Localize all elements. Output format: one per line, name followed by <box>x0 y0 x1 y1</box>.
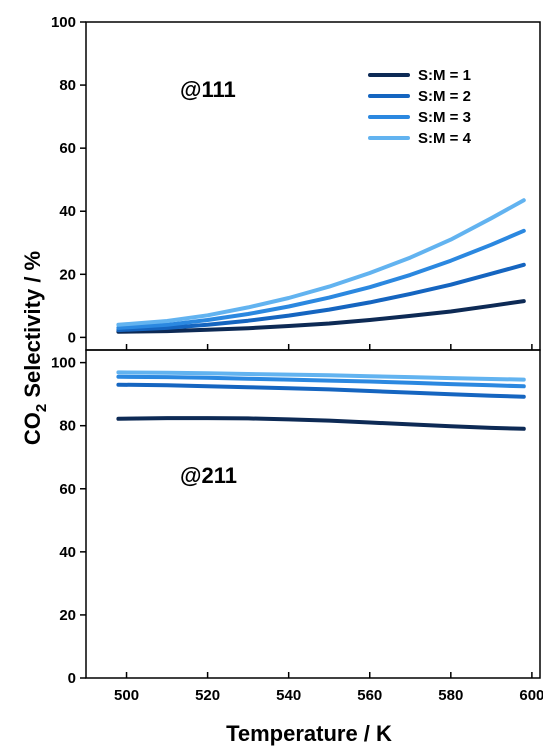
y-tick-label: 100 <box>51 355 76 372</box>
series-line-3 <box>116 228 526 330</box>
x-tick-label: 600 <box>519 687 543 704</box>
y-tick-label: 60 <box>59 140 76 157</box>
series-line-1 <box>116 416 526 431</box>
panel-2: 0 20 40 60 80 100 @211 <box>51 349 541 687</box>
series-line-2 <box>116 382 526 399</box>
legend: S:M = 1 S:M = 2 S:M = 3 S:M = 4 <box>368 67 472 147</box>
x-tick-label: 520 <box>195 687 220 704</box>
series-line-3 <box>116 374 526 389</box>
y-axis-title: CO2 Selectivity / % <box>20 251 50 445</box>
panel-frame <box>85 349 541 679</box>
y-tick-label: 60 <box>59 481 76 498</box>
y-tick-label: 80 <box>59 77 76 94</box>
y-tick-label: 80 <box>59 418 76 435</box>
x-tick-label: 500 <box>114 687 139 704</box>
legend-label: S:M = 1 <box>418 67 471 84</box>
panel-annotation: @111 <box>180 77 236 102</box>
panel-annotation: @211 <box>180 463 237 488</box>
y-tick-label: 20 <box>59 266 76 283</box>
y-tick-label: 20 <box>59 607 76 624</box>
x-tick-label: 540 <box>276 687 301 704</box>
y-axis-title-rest: Selectivity / % <box>20 251 45 404</box>
x-tick-label: 560 <box>357 687 382 704</box>
legend-label: S:M = 4 <box>418 130 472 147</box>
series-line-4 <box>116 370 526 382</box>
y-axis-title-subscript: 2 <box>33 404 50 412</box>
legend-label: S:M = 3 <box>418 109 471 126</box>
y-tick-label: 40 <box>59 203 76 220</box>
y-tick-label: 0 <box>68 670 76 687</box>
series-line-2 <box>116 262 526 333</box>
legend-label: S:M = 2 <box>418 88 471 105</box>
y-axis-title-main: CO <box>20 412 45 445</box>
y-tick-label: 0 <box>68 329 76 346</box>
series-line-4 <box>116 198 526 327</box>
y-tick-label: 40 <box>59 544 76 561</box>
x-tick-label: 580 <box>438 687 463 704</box>
y-tick-label: 100 <box>51 14 76 31</box>
series-line-1 <box>116 299 526 334</box>
x-axis-title: Temperature / K <box>226 721 392 746</box>
